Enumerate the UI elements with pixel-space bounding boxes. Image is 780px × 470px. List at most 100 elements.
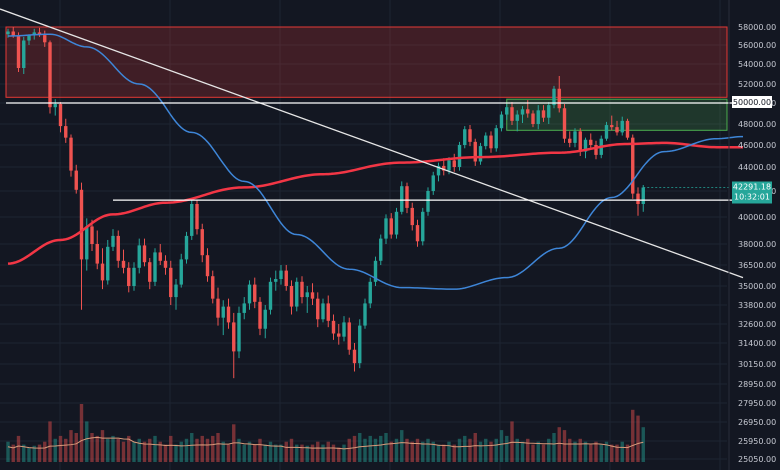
volume-bar xyxy=(379,435,383,462)
candle-body xyxy=(200,229,204,256)
candle-body xyxy=(415,225,420,242)
volume-bar xyxy=(526,438,530,462)
candle-body xyxy=(69,137,73,171)
volume-bar xyxy=(520,441,525,462)
candle xyxy=(625,118,630,140)
volume-bar xyxy=(53,438,57,462)
volume-bar xyxy=(179,441,183,462)
candle xyxy=(568,131,572,148)
volume-bar xyxy=(484,438,488,462)
candle-body xyxy=(226,306,231,323)
volume-bar xyxy=(547,438,551,462)
volume-bar xyxy=(85,421,89,462)
candle-body xyxy=(321,303,325,320)
y-tick-label: 46000.00 xyxy=(738,141,776,150)
candle-body xyxy=(64,126,68,138)
candle-body xyxy=(74,170,78,190)
y-tick-label: 56000.00 xyxy=(738,41,776,50)
candle-body xyxy=(116,235,120,261)
volume-bar xyxy=(195,438,199,462)
candle xyxy=(247,280,252,310)
volume-bar xyxy=(589,444,593,462)
resistance-zone xyxy=(5,26,728,98)
candle xyxy=(505,104,509,120)
candle-body xyxy=(505,107,509,115)
candle-body xyxy=(363,303,367,326)
candle-body xyxy=(27,35,31,41)
volume-bar xyxy=(226,444,231,462)
candle-body xyxy=(368,281,372,304)
volume-bar xyxy=(111,435,115,462)
volume-bar xyxy=(48,421,52,462)
candle-body xyxy=(463,129,467,145)
candle xyxy=(510,102,514,126)
volume-bar xyxy=(421,441,425,462)
candle xyxy=(615,120,619,136)
candle-body xyxy=(337,333,341,337)
volume-bar xyxy=(531,444,535,462)
candle-body xyxy=(457,145,462,167)
candle xyxy=(111,229,115,251)
candle-body xyxy=(253,284,257,302)
candle xyxy=(226,298,231,329)
candle xyxy=(6,28,10,38)
candle-body xyxy=(541,110,546,118)
candle xyxy=(389,213,393,239)
y-tick-label: 25050.00 xyxy=(738,455,776,464)
horizontal-levels[interactable] xyxy=(6,102,733,201)
candle xyxy=(368,277,372,309)
volume-bar xyxy=(300,444,304,462)
volume-bar xyxy=(174,444,178,462)
volume-bar xyxy=(394,438,399,462)
candle-body xyxy=(142,245,147,263)
volume-bar xyxy=(247,441,252,462)
volume-bar xyxy=(237,438,241,462)
candle-body xyxy=(452,160,456,167)
volume-bar xyxy=(457,438,462,462)
descending-trendline[interactable] xyxy=(0,8,744,279)
volume-bar xyxy=(363,438,367,462)
candle xyxy=(342,316,346,342)
candle-body xyxy=(268,281,273,310)
volume-bar xyxy=(74,433,78,462)
volume-bar xyxy=(184,438,189,462)
candle-body xyxy=(111,235,115,247)
candle-body xyxy=(258,301,262,329)
volume-bar xyxy=(426,438,430,462)
candle-body xyxy=(279,270,283,279)
volume-bar xyxy=(331,444,336,462)
candle-body xyxy=(631,137,635,194)
candle-body xyxy=(494,128,498,149)
volume-bar xyxy=(32,445,36,462)
volume-bar xyxy=(116,438,120,462)
y-tick-label: 30150.00 xyxy=(738,360,776,369)
candle xyxy=(279,265,283,285)
candle-body xyxy=(583,139,588,152)
volume-bar xyxy=(400,430,404,462)
candle-body xyxy=(442,165,446,171)
volume-bar xyxy=(489,441,493,462)
candle xyxy=(169,260,173,305)
candle xyxy=(284,265,288,291)
volume-bar xyxy=(90,433,94,462)
candle xyxy=(405,182,409,214)
candle xyxy=(326,295,330,328)
candle xyxy=(295,277,299,312)
volume-bar xyxy=(625,444,630,462)
candle-body xyxy=(169,267,173,298)
candle-body xyxy=(589,139,593,145)
candle-body xyxy=(342,322,346,337)
volume-bar xyxy=(163,444,168,462)
volume-bar xyxy=(536,441,540,462)
volume-bars xyxy=(6,404,645,462)
y-tick-label: 40000.00 xyxy=(738,213,776,222)
candle xyxy=(211,270,215,304)
volume-bar xyxy=(415,438,420,462)
volume-bar xyxy=(295,444,299,462)
volume-bar xyxy=(211,435,215,462)
candle-body xyxy=(90,226,94,244)
y-tick-label: 33800.00 xyxy=(738,301,776,310)
candle xyxy=(337,324,341,345)
candle xyxy=(331,314,336,340)
